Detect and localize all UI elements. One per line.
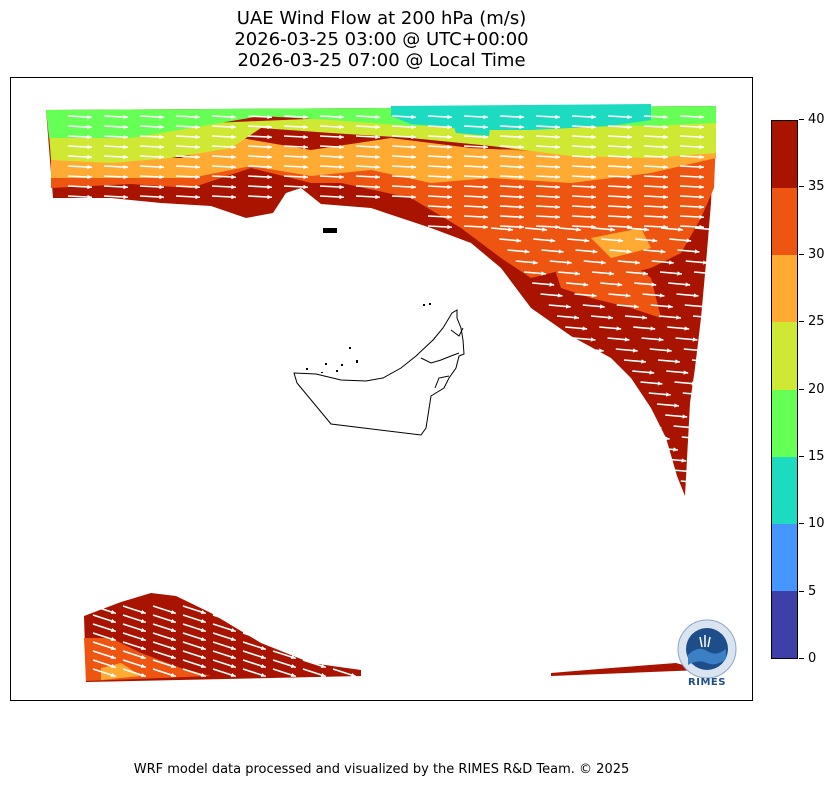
colorbar-tick-label: 40 [799,113,825,126]
colorbar-tick-label: 25 [799,315,825,328]
wind-vectors [67,114,741,678]
colorbar-segment [772,456,797,524]
colorbar-segment [772,322,797,390]
rimes-logo-icon [677,619,737,679]
title-line-2: 2026-03-25 03:00 @ UTC+00:00 [234,29,529,50]
colorbar-segment [772,389,797,457]
colorbar [771,120,798,659]
colorbar-tick-label: 20 [799,383,825,396]
wind-zone-light-orange-2 [591,228,651,258]
colorbar-tick-label: 15 [799,450,825,463]
uae-islands [306,228,431,373]
wind-field-southeast [551,663,701,676]
uae-boundary [293,309,465,436]
colorbar-segment [772,121,797,189]
colorbar-segment [772,523,797,591]
colorbar-segment [772,188,797,256]
colorbar-tick-label: 30 [799,248,825,261]
rimes-logo: RIMES [674,619,740,689]
title-line-1: UAE Wind Flow at 200 hPa (m/s) [236,8,527,29]
colorbar-tick-label: 35 [799,180,825,193]
colorbar-tick-label: 0 [799,652,816,665]
colorbar-tick-label: 5 [799,585,816,598]
title-line-3: 2026-03-25 07:00 @ Local Time [237,50,526,71]
wind-zone-southwest-light [101,663,141,680]
map-title: UAE Wind Flow at 200 hPa (m/s) 2026-03-2… [0,8,763,71]
logo-text: RIMES [688,677,726,688]
wind-map [46,104,741,682]
colorbar-segment [772,255,797,323]
colorbar-tick-label: 10 [799,517,825,530]
colorbar-ticks: 0 5 10 15 20 25 30 35 40 [799,113,835,665]
colorbar-segment [772,590,797,658]
footer-credit: WRF model data processed and visualized … [133,762,630,777]
map-panel [10,77,753,701]
